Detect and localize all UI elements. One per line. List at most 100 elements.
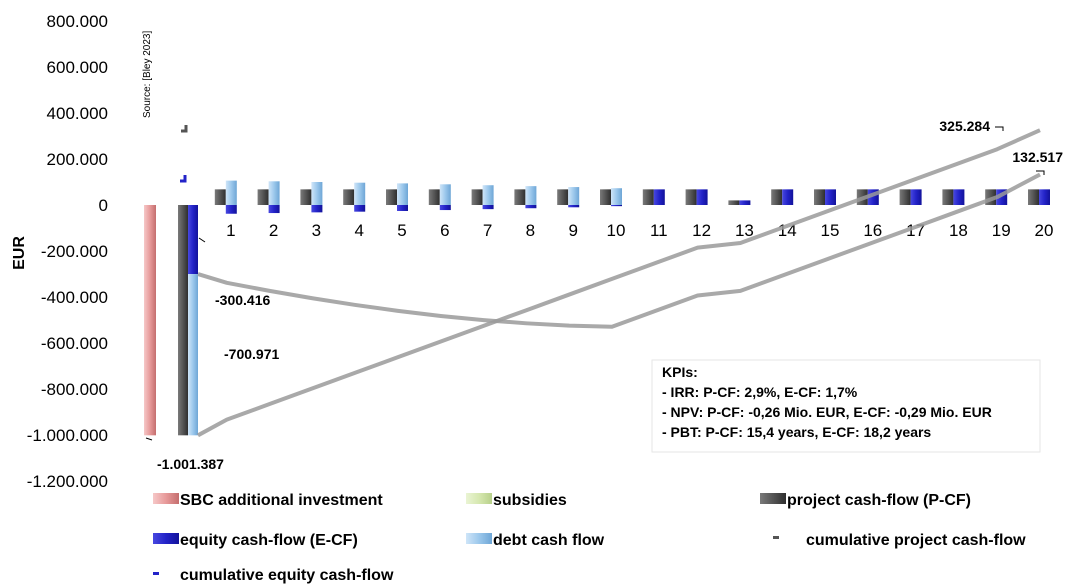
x-tick-label: 10 [607, 221, 626, 240]
kpi-box: KPIs: - IRR: P-CF: 2,9%, E-CF: 1,7% - NP… [651, 359, 1041, 453]
legend-swatch-pcf [760, 493, 786, 504]
legend-item-subsidies: subsidies [466, 492, 567, 509]
x-tick-label: 12 [692, 221, 711, 240]
legend: SBC additional investment subsidies proj… [153, 492, 1026, 584]
label-pcf-year0: -1.001.387 [157, 456, 224, 472]
bar-pcf [1028, 189, 1039, 205]
bar-debt [268, 181, 280, 205]
bar-debt [568, 187, 580, 205]
legend-label-cum-project: cumulative project cash-flow [806, 532, 1026, 549]
x-tick-label: 8 [526, 221, 535, 240]
bar-pcf [300, 189, 312, 205]
bar-ecf [354, 205, 366, 212]
legend-swatch-sbc [153, 493, 179, 504]
legend-label-cum-equity: cumulative equity cash-flow [180, 567, 394, 584]
bar-ecf [782, 189, 794, 205]
x-tick-label: 1 [226, 221, 235, 240]
line-cumulative-equity [197, 172, 1041, 329]
bar-ecf [482, 205, 494, 210]
bar-ecf [397, 205, 408, 211]
legend-item-cum-project: cumulative project cash-flow [773, 532, 1026, 549]
bar-pcf [771, 189, 783, 205]
bar-ecf [953, 189, 965, 205]
bar-debt [611, 188, 622, 205]
y-tick-label: -1.200.000 [27, 472, 108, 491]
x-tick-label: 7 [483, 221, 492, 240]
legend-swatch-debt [466, 533, 492, 544]
bar-pcf [685, 189, 697, 205]
bar-sbc-investment [144, 205, 156, 436]
x-tick-label: 2 [269, 221, 278, 240]
x-tick-label: 16 [863, 221, 882, 240]
label-ecf-year0: -300.416 [215, 292, 270, 308]
bar-ecf [611, 205, 622, 207]
bar-debt [482, 185, 494, 205]
marker-cumulative-equity [180, 175, 187, 183]
bar-ecf [439, 205, 451, 211]
legend-label-ecf: equity cash-flow (E-CF) [180, 532, 358, 549]
legend-label-sbc: SBC additional investment [180, 492, 383, 509]
bar-ecf [996, 189, 1008, 205]
bar-ecf [225, 205, 237, 214]
label-cum-equity-end: 132.517 [1012, 149, 1063, 165]
kpi-line-irr: - IRR: P-CF: 2,9%, E-CF: 1,7% [662, 384, 858, 400]
bars-layer [144, 180, 1050, 436]
x-tick-label: 11 [650, 221, 668, 240]
bar-pcf [814, 189, 825, 205]
bar-ecf [268, 205, 280, 214]
bar-debt [397, 183, 408, 205]
kpi-title: KPIs: [662, 364, 698, 380]
legend-item-cum-equity: cumulative equity cash-flow [153, 567, 394, 584]
legend-swatch-ecf [153, 533, 179, 544]
label-cum-project-end: 325.284 [939, 118, 990, 134]
legend-item-pcf: project cash-flow (P-CF) [760, 492, 971, 509]
bar-debt [225, 180, 237, 205]
kpi-line-pbt: - PBT: P-CF: 15,4 years, E-CF: 18,2 year… [662, 424, 931, 440]
legend-item-debt: debt cash flow [466, 532, 605, 549]
legend-item-ecf: equity cash-flow (E-CF) [153, 532, 358, 549]
marker-cumulative-project [181, 125, 188, 133]
bar-ecf [867, 189, 879, 205]
bar-ecf [525, 205, 537, 209]
bar-ecf [311, 205, 323, 213]
y-tick-label: 600.000 [47, 58, 108, 77]
leader-cum-equity [1036, 170, 1045, 175]
bar-pcf [214, 189, 226, 205]
y-tick-label: -400.000 [41, 288, 108, 307]
bar-debt [354, 182, 366, 205]
bar-ecf [568, 205, 580, 208]
bar-pcf [642, 189, 654, 205]
bar-pcf [728, 200, 740, 205]
bar-ecf [825, 189, 836, 205]
lines-layer [180, 125, 1041, 438]
bar-pcf [471, 189, 483, 205]
line-cumulative-project [197, 128, 1041, 438]
legend-swatch-subsidies [466, 493, 492, 504]
bar-pcf [557, 189, 569, 205]
bar-ecf [696, 189, 708, 205]
y-tick-label: 200.000 [47, 150, 108, 169]
x-tick-label: 3 [312, 221, 321, 240]
bar-pcf [386, 189, 397, 205]
bar-ecf [1039, 189, 1050, 205]
bar-pcf [600, 189, 611, 205]
label-debt-year0: -700.971 [224, 346, 279, 362]
legend-item-sbc: SBC additional investment [153, 492, 383, 509]
legend-label-subsidies: subsidies [493, 492, 567, 509]
source-annotation: Source: [Bley 2023] [142, 31, 153, 118]
x-tick-label: 4 [354, 221, 363, 240]
x-tick-label: 15 [821, 221, 840, 240]
bar-pcf [514, 189, 526, 205]
y-tick-label: -1.000.000 [27, 426, 108, 445]
legend-label-debt: debt cash flow [493, 532, 605, 549]
x-tick-label: 19 [992, 221, 1011, 240]
bar-ecf [188, 205, 198, 275]
y-tick-label: -600.000 [41, 334, 108, 353]
x-tick-label: 20 [1035, 221, 1054, 240]
bar-debt [188, 274, 198, 436]
legend-swatch-cum-project [773, 536, 779, 539]
y-tick-label: -200.000 [41, 242, 108, 261]
x-tick-label: 18 [949, 221, 968, 240]
bar-debt [525, 186, 537, 205]
